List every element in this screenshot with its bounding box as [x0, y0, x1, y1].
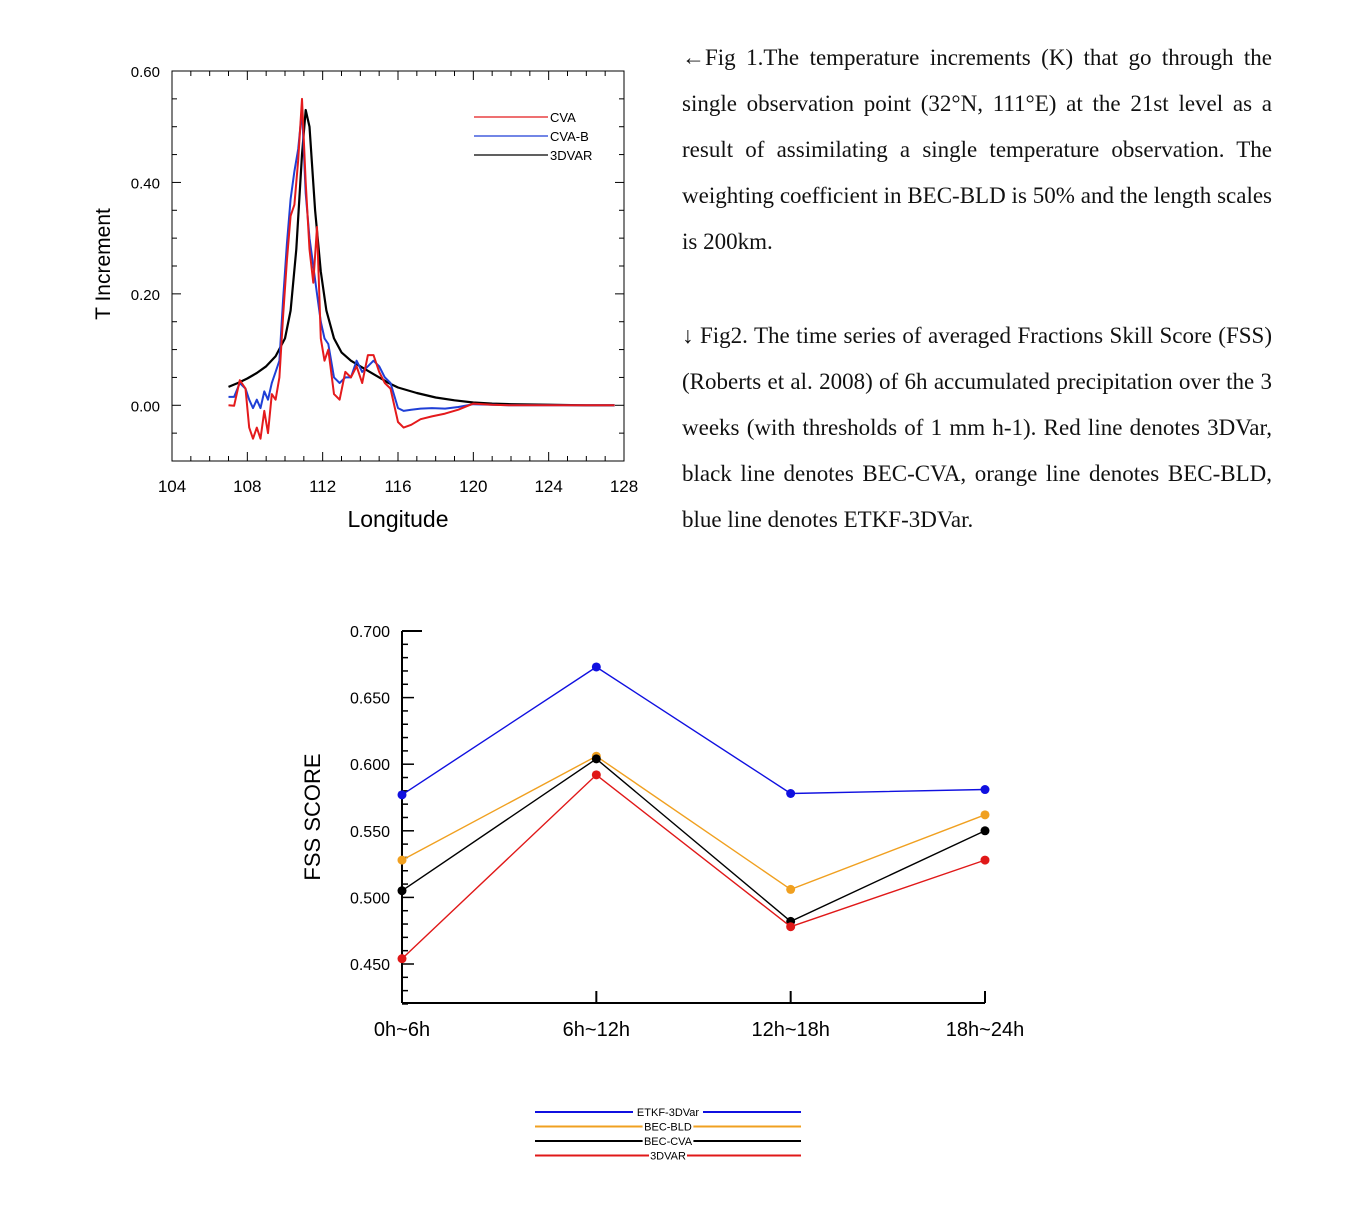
- data-point-3dvar: [397, 954, 407, 964]
- series-line-3dvar: [228, 108, 615, 407]
- fig1-caption: ←Fig 1.The temperature increments (K) th…: [682, 45, 1272, 254]
- legend-label-bg: [642, 1119, 694, 1133]
- tick-marks: [171, 70, 625, 462]
- x-tick-label: 128: [610, 477, 638, 496]
- y-tick-label: 0.00: [131, 398, 160, 415]
- series-line-bec-cva: [401, 758, 986, 923]
- y-tick-label: 0.650: [350, 691, 390, 708]
- legend-label-bg: [649, 1148, 687, 1162]
- x-tick-label: 112: [309, 477, 336, 496]
- x-tick-label: 108: [233, 477, 261, 496]
- legend-label-bg: [642, 1134, 694, 1147]
- series-line-cva-b: [228, 109, 615, 412]
- series-line-etkf-3dvar: [401, 666, 986, 796]
- data-point-bec-bld: [786, 884, 796, 894]
- y-axis-label: FSS SCORE: [300, 753, 325, 880]
- data-point-bec-cva: [591, 754, 601, 764]
- legend-label: CVA-B: [550, 129, 589, 144]
- legend-label: CVA: [550, 110, 576, 125]
- x-tick-label: 124: [534, 477, 562, 496]
- tick-marks: [401, 630, 986, 1005]
- x-tick-label: 18h~24h: [946, 1019, 1024, 1041]
- y-tick-label: 0.40: [131, 175, 160, 192]
- data-point-etkf-3dvar: [786, 789, 796, 799]
- legend-label: 3DVAR: [650, 1151, 686, 1163]
- data-point-bec-cva: [397, 886, 407, 896]
- y-tick-label: 0.20: [131, 287, 160, 304]
- y-tick-label: 0.700: [350, 624, 390, 641]
- data-point-3dvar: [591, 770, 601, 780]
- y-tick-label: 0.600: [350, 757, 390, 774]
- x-tick-label: 6h~12h: [563, 1019, 630, 1041]
- x-tick-label: 12h~18h: [751, 1019, 829, 1041]
- x-tick-label: 104: [158, 477, 186, 496]
- data-point-etkf-3dvar: [397, 790, 407, 800]
- data-point-bec-bld: [980, 810, 990, 820]
- y-tick-label: 0.550: [350, 824, 390, 841]
- t-increment-chart: 104 108 112 116 120 124 128 0.60 0.40 0.20 0.00 Lon…: [92, 64, 638, 532]
- x-axis-label: Longitude: [347, 506, 448, 532]
- data-point-bec-cva: [980, 826, 990, 836]
- data-point-etkf-3dvar: [980, 785, 990, 795]
- legend-label: BEC-CVA: [644, 1136, 693, 1148]
- data-point-etkf-3dvar: [591, 662, 601, 672]
- y-axis-label: T Increment: [92, 208, 115, 320]
- x-tick-label: 116: [384, 477, 411, 496]
- legend-label: ETKF-3DVar: [637, 1107, 699, 1119]
- y-tick-label: 0.60: [131, 64, 160, 81]
- series-line-cva: [228, 97, 615, 440]
- legend-label: 3DVAR: [550, 148, 592, 163]
- x-tick-label: 0h~6h: [374, 1019, 430, 1041]
- fig2-caption: ↓ Fig2. The time series of averaged Frac…: [682, 323, 1272, 532]
- legend-label-bg: [633, 1105, 703, 1118]
- legend-label: BEC-BLD: [644, 1122, 692, 1134]
- y-tick-label: 0.450: [350, 957, 390, 974]
- data-point-bec-bld: [397, 855, 407, 865]
- y-tick-label: 0.500: [350, 890, 390, 907]
- series-line-bec-bld: [401, 755, 986, 891]
- x-tick-label: 120: [459, 477, 487, 496]
- data-point-3dvar: [786, 922, 796, 932]
- data-point-3dvar: [980, 855, 990, 865]
- series-line-3dvar: [401, 773, 986, 960]
